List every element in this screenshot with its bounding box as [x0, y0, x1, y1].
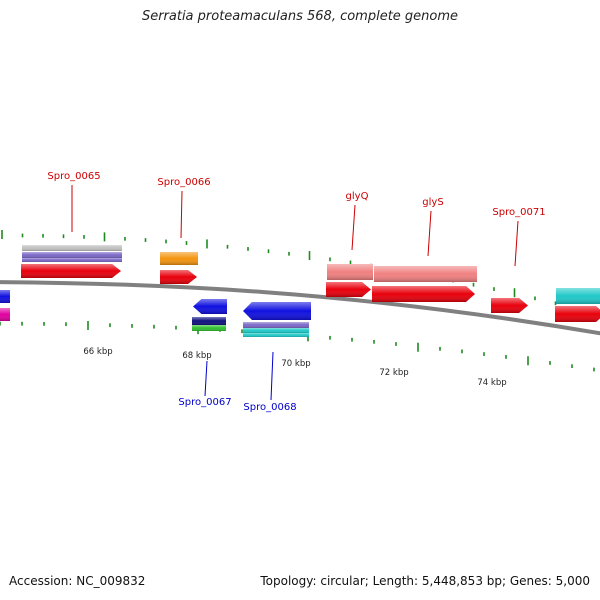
- scale-label: 70 kbp: [281, 359, 310, 369]
- gene-shading: [491, 298, 528, 313]
- gene-shading: [372, 286, 475, 302]
- scale-labels: 66 kbp 68 kbp 70 kbp 72 kbp 74 kbp: [83, 347, 506, 388]
- gene-shading: [192, 325, 226, 331]
- gene-shading: [243, 322, 309, 328]
- gene-shading: [22, 252, 122, 258]
- gene-shading: [327, 264, 373, 280]
- scale-label: 72 kbp: [379, 368, 408, 378]
- gene-label: Spro_0067: [178, 397, 231, 408]
- leader-line: [351, 204, 356, 251]
- gene-shading: [374, 266, 477, 282]
- gene-shading: [160, 270, 197, 284]
- scale-label: 68 kbp: [182, 351, 211, 361]
- gene-shading: [326, 282, 371, 297]
- gene-shading: [243, 333, 309, 337]
- gene-label: Spro_0071: [492, 207, 545, 218]
- gene-shading: [160, 252, 198, 265]
- gene-features: [0, 245, 600, 337]
- gene-shading: [243, 302, 311, 320]
- leader-line: [427, 210, 432, 257]
- gene-shading: [556, 288, 600, 304]
- gene-labels: Spro_0065 Spro_0066 glyQ glyS Spro_0071 Spro_…: [47, 171, 545, 413]
- gene-shading: [0, 308, 10, 321]
- genome-summary: Topology: circular; Length: 5,448,853 bp…: [260, 574, 590, 588]
- gene-label: Spro_0065: [47, 171, 100, 182]
- gene-shading: [22, 258, 122, 262]
- accession-text: Accession: NC_009832: [9, 574, 146, 588]
- genome-backbone: [0, 280, 600, 336]
- gene-shading: [0, 290, 10, 303]
- leader-line: [514, 220, 519, 267]
- scale-label: 66 kbp: [83, 347, 112, 357]
- gene-shading: [22, 245, 122, 251]
- leader-line: [180, 190, 183, 239]
- leader-line: [270, 351, 274, 401]
- map-title: Serratia proteamaculans 568, complete ge…: [141, 9, 459, 24]
- gene-shading: [555, 306, 600, 322]
- gene-label: Spro_0066: [157, 177, 210, 188]
- label-leaders: [71, 185, 519, 401]
- gene-shading: [243, 328, 309, 333]
- gene-shading: [193, 299, 227, 314]
- gene-label: Spro_0068: [243, 402, 296, 413]
- leader-line: [204, 360, 208, 397]
- scale-label: 74 kbp: [477, 378, 506, 388]
- gene-shading: [21, 264, 121, 278]
- gene-label: glyQ: [346, 191, 369, 202]
- gene-shading: [192, 317, 226, 325]
- gene-label: glyS: [422, 197, 443, 208]
